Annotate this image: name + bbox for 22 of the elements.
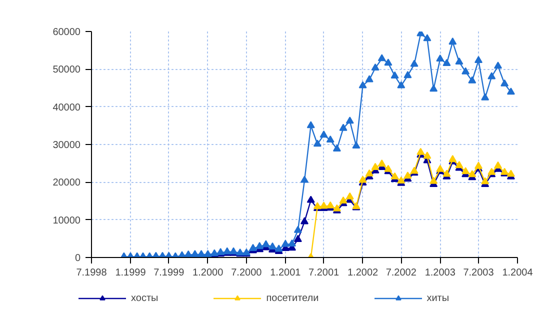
x-tick-label: 1.2003 bbox=[424, 268, 456, 278]
x-tick-label: 7.2003 bbox=[463, 268, 494, 278]
x-tick-label: 1.2002 bbox=[347, 268, 379, 278]
legend-label: посетители bbox=[266, 292, 319, 304]
x-tick-label: 7.1999 bbox=[154, 268, 185, 278]
y-tick-label: 30000 bbox=[52, 140, 81, 151]
x-tick-label: 1.2000 bbox=[192, 268, 224, 278]
x-tick-label: 7.2000 bbox=[231, 268, 262, 278]
x-tick-label: 1.1999 bbox=[115, 268, 146, 278]
x-tick-label: 7.2002 bbox=[386, 268, 417, 278]
x-tick-label: 7.2001 bbox=[308, 268, 340, 278]
y-tick-label: 50000 bbox=[52, 64, 81, 76]
x-tick-label: 1.2001 bbox=[270, 268, 302, 278]
x-tick-label: 1.2004 bbox=[502, 268, 534, 278]
y-tick-label: 60000 bbox=[52, 27, 81, 38]
x-tick-label: 7.1998 bbox=[76, 268, 108, 278]
y-tick-label: 10000 bbox=[52, 215, 81, 226]
y-tick-label: 20000 bbox=[52, 178, 81, 189]
y-tick-label: 40000 bbox=[52, 102, 81, 114]
legend-label: хосты bbox=[131, 292, 158, 304]
y-tick-label: 0 bbox=[74, 253, 81, 264]
legend-label: хиты bbox=[426, 292, 450, 304]
